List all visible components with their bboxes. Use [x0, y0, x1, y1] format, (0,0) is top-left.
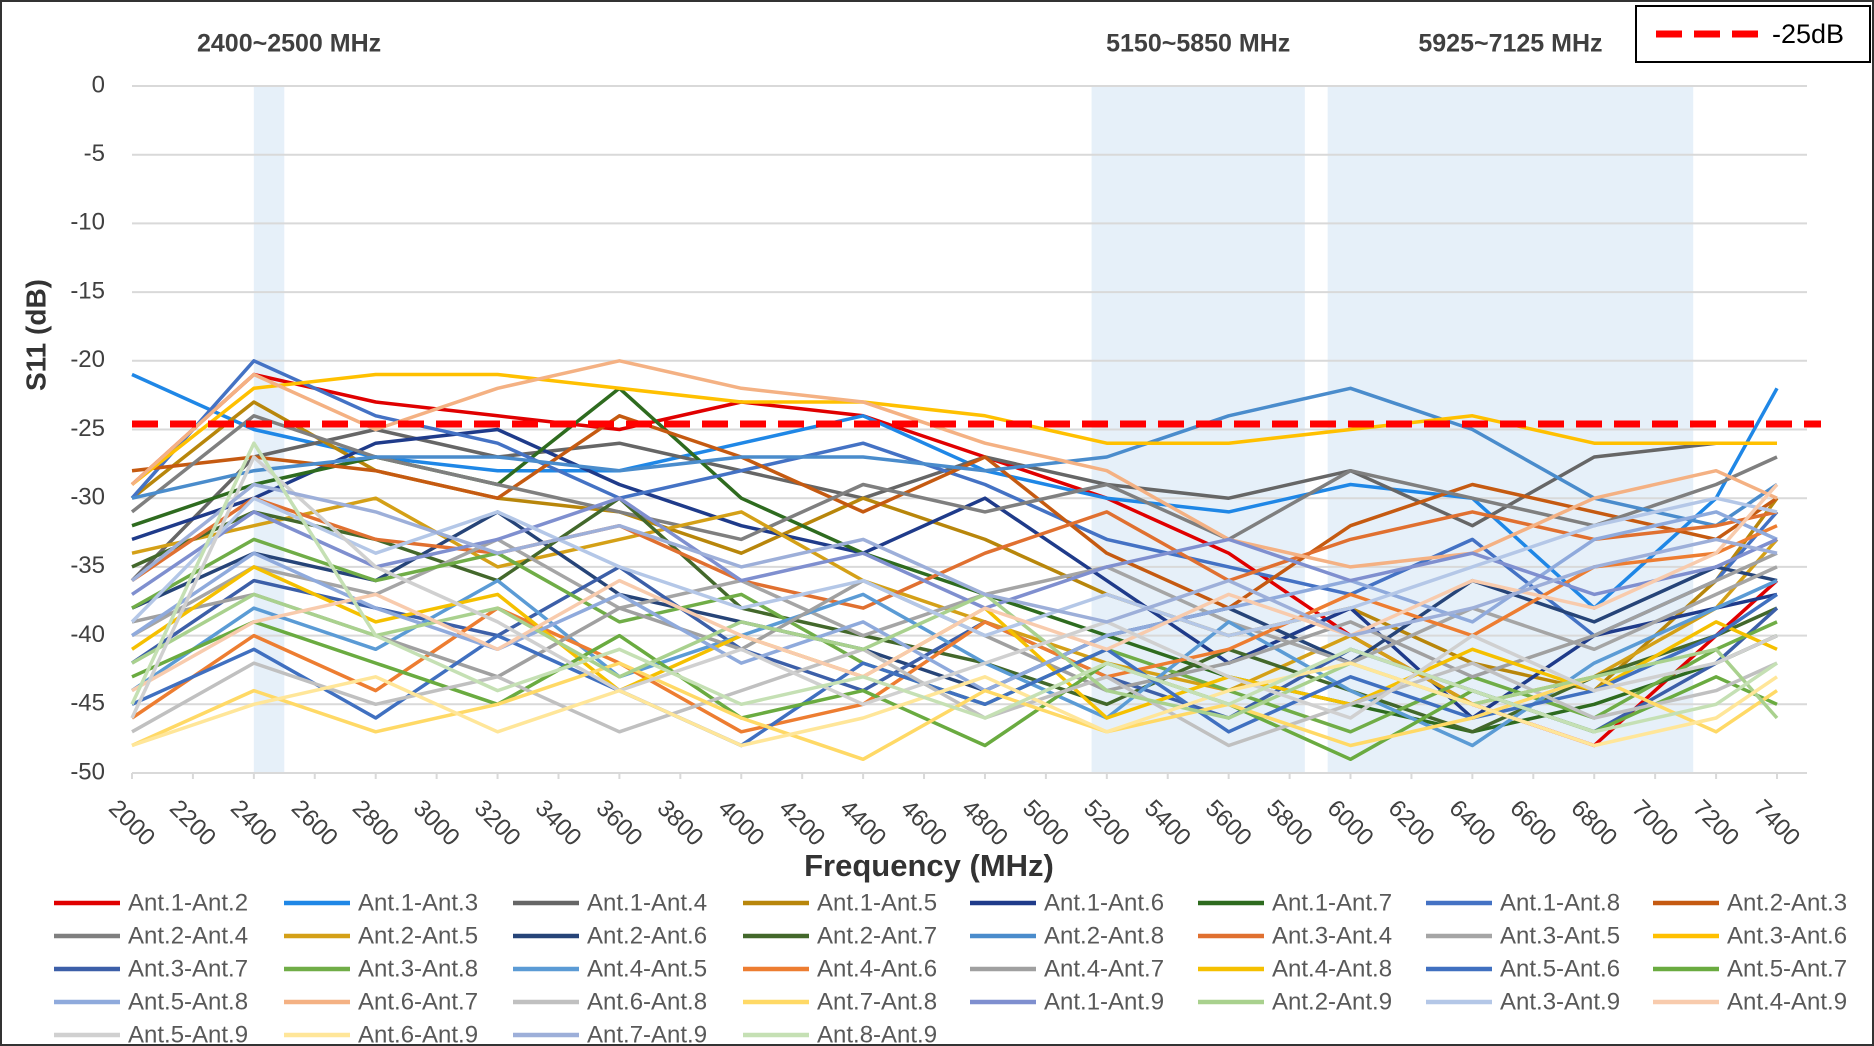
series-line	[131, 483, 1779, 693]
legend-label: Ant.5-Ant.7	[1727, 955, 1847, 982]
y-tick-label: 0	[92, 71, 105, 98]
series-line	[130, 482, 1778, 638]
legend-label: Ant.3-Ant.9	[1500, 988, 1620, 1015]
series-line	[131, 661, 1778, 748]
legend-label: Ant.1-Ant.3	[358, 889, 478, 916]
legend-label: Ant.2-Ant.5	[358, 922, 478, 949]
legend-label: Ant.1-Ant.6	[1044, 889, 1164, 916]
legend-label: Ant.2-Ant.7	[817, 922, 937, 949]
series-line	[131, 524, 1778, 734]
legend-label: Ant.2-Ant.3	[1727, 889, 1847, 916]
y-tick-label: -30	[70, 484, 105, 511]
y-tick-label: -50	[70, 758, 105, 785]
legend-label: Ant.4-Ant.6	[817, 955, 937, 982]
series-line	[130, 496, 1778, 638]
y-tick-label: -20	[70, 346, 105, 373]
legend-label: Ant.3-Ant.8	[358, 955, 478, 982]
legend-label: Ant.1-Ant.2	[128, 889, 248, 916]
x-axis-title: Frequency (MHz)	[804, 848, 1054, 883]
legend-label: Ant.4-Ant.7	[1044, 955, 1164, 982]
y-tick-label: -45	[70, 690, 105, 717]
legend-label: Ant.3-Ant.4	[1272, 922, 1392, 949]
lines	[130, 359, 1821, 762]
legend-label: Ant.6-Ant.7	[358, 988, 478, 1015]
legend-label: Ant.4-Ant.9	[1727, 988, 1847, 1015]
series-line	[131, 427, 1778, 720]
legend-label: Ant.3-Ant.6	[1727, 922, 1847, 949]
y-tick-label: -35	[70, 552, 105, 579]
legend-label: Ant.3-Ant.5	[1500, 922, 1620, 949]
y-tick-label: -10	[70, 209, 105, 236]
series-line	[131, 386, 1778, 528]
legend-label: Ant.4-Ant.8	[1272, 955, 1392, 982]
legend-label: Ant.2-Ant.9	[1272, 988, 1392, 1015]
legend-label: Ant.7-Ant.8	[817, 988, 937, 1015]
y-tick-label: -25	[70, 415, 105, 442]
legend-label: Ant.2-Ant.6	[587, 922, 707, 949]
legend-label: Ant.8-Ant.9	[817, 1021, 937, 1046]
y-axis-title: S11 (dB)	[20, 279, 51, 391]
series-line	[130, 455, 1778, 720]
y-tick-label: -40	[70, 621, 105, 648]
threshold-legend-label: -25dB	[1772, 19, 1844, 49]
legend-label: Ant.5-Ant.8	[128, 988, 248, 1015]
y-tick-label: -15	[70, 277, 105, 304]
legend-label: Ant.5-Ant.6	[1500, 955, 1620, 982]
series-line	[130, 359, 1778, 569]
series-line	[131, 414, 1778, 610]
series-line	[130, 441, 1778, 734]
legend-label: Ant.1-Ant.8	[1500, 889, 1620, 916]
band-label: 5925~7125 MHz	[1418, 30, 1602, 58]
legend-label: Ant.2-Ant.4	[128, 922, 248, 949]
series-line	[131, 496, 1778, 610]
legend-label: Ant.1-Ant.9	[1044, 988, 1164, 1015]
legend-label: Ant.1-Ant.5	[817, 889, 937, 916]
legend-label: Ant.7-Ant.9	[587, 1021, 707, 1046]
legend-label: Ant.3-Ant.7	[128, 955, 248, 982]
legend-label: Ant.5-Ant.9	[128, 1021, 248, 1046]
y-tick-label: -5	[84, 140, 105, 167]
legend-label: Ant.4-Ant.5	[587, 955, 707, 982]
series-line	[130, 372, 1777, 486]
legend-label: Ant.2-Ant.8	[1044, 922, 1164, 949]
legend-label: Ant.6-Ant.9	[358, 1021, 478, 1046]
band-label: 5150~5850 MHz	[1106, 30, 1290, 58]
legend-label: Ant.1-Ant.4	[587, 889, 707, 916]
legend-label: Ant.6-Ant.8	[587, 988, 707, 1015]
legend-label: Ant.1-Ant.7	[1272, 889, 1392, 916]
series-line	[131, 661, 1778, 762]
band-label: 2400~2500 MHz	[197, 30, 381, 58]
